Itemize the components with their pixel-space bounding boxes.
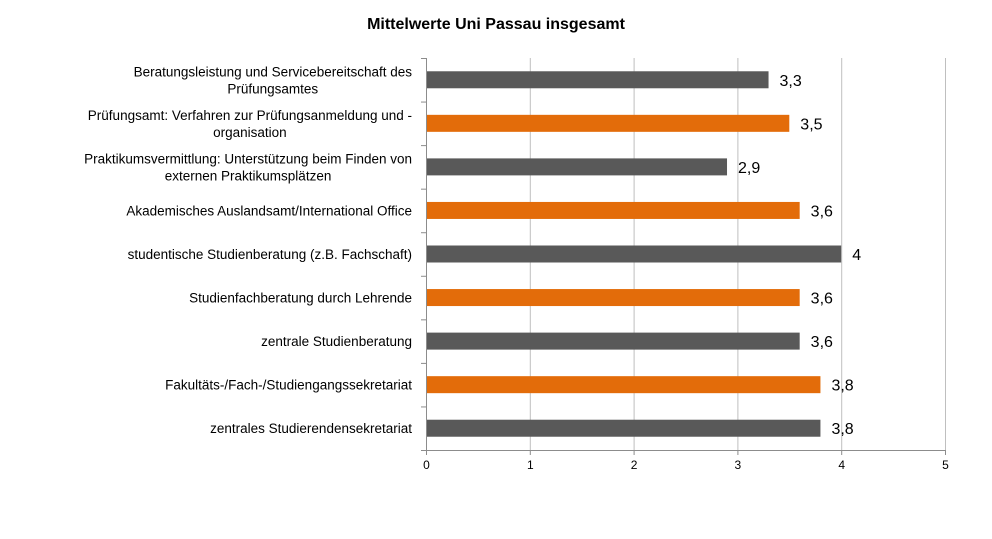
bar-1 <box>427 71 769 89</box>
bar-3 <box>427 158 728 176</box>
data-label-6: 3,6 <box>811 291 833 308</box>
bar-7 <box>427 332 800 350</box>
category-label-5: studentische Studienberatung (z.B. Fachs… <box>128 247 412 262</box>
x-tick-label-3: 3 <box>735 458 742 472</box>
category-label-line: zentrale Studienberatung <box>261 334 412 349</box>
x-tick-label-5: 5 <box>942 458 949 472</box>
category-label-line: Beratungsleistung und Servicebereitschaf… <box>134 64 413 79</box>
data-label-8: 3,8 <box>831 378 853 395</box>
category-label-line: studentische Studienberatung (z.B. Fachs… <box>128 247 412 262</box>
category-label-7: zentrale Studienberatung <box>261 334 412 349</box>
x-tick-label-4: 4 <box>838 458 845 472</box>
bar-6 <box>427 289 800 307</box>
category-label-line: Akademisches Auslandsamt/International O… <box>126 203 412 218</box>
bar-4 <box>427 201 800 219</box>
category-label-3: Praktikumsvermittlung: Unterstützung bei… <box>84 151 412 183</box>
category-label-line: Praktikumsvermittlung: Unterstützung bei… <box>84 151 412 166</box>
data-label-9: 3,8 <box>831 421 853 438</box>
bar-series: 3,3 3,5 2,9 3,6 4 3,6 3,6 3,8 3,8 <box>427 71 861 438</box>
x-tick-label-2: 2 <box>631 458 638 472</box>
category-label-line: Fakultäts-/Fach-/Studiengangssekretariat <box>165 378 412 393</box>
data-label-5: 4 <box>852 247 861 264</box>
category-label-8: Fakultäts-/Fach-/Studiengangssekretariat <box>165 378 412 393</box>
data-label-7: 3,6 <box>811 334 833 351</box>
data-label-3: 2,9 <box>738 160 760 177</box>
bar-9 <box>427 419 821 437</box>
category-label-line: Prüfungsamtes <box>227 81 318 96</box>
chart-title: Mittelwerte Uni Passau insgesamt <box>367 16 626 33</box>
category-label-9: zentrales Studierendensekretariat <box>210 421 412 436</box>
category-label-line: zentrales Studierendensekretariat <box>210 421 412 436</box>
category-label-line: organisation <box>213 125 287 140</box>
category-label-1: Beratungsleistung und Servicebereitschaf… <box>134 64 413 96</box>
data-label-2: 3,5 <box>800 116 822 133</box>
x-tick-label-1: 1 <box>527 458 534 472</box>
data-label-4: 3,6 <box>811 203 833 220</box>
category-label-4: Akademisches Auslandsamt/International O… <box>126 203 412 218</box>
category-label-6: Studienfachberatung durch Lehrende <box>189 291 412 306</box>
bar-8 <box>427 376 821 394</box>
bar-2 <box>427 114 790 132</box>
category-label-line: Studienfachberatung durch Lehrende <box>189 291 412 306</box>
category-label-2: Prüfungsamt: Verfahren zur Prüfungsanmel… <box>88 108 412 140</box>
bar-5 <box>427 245 842 263</box>
axes: 0 1 2 3 4 5 <box>421 58 949 472</box>
category-label-line: Prüfungsamt: Verfahren zur Prüfungsanmel… <box>88 108 412 123</box>
data-label-1: 3,3 <box>780 73 802 90</box>
x-tick-label-0: 0 <box>423 458 430 472</box>
category-labels: Beratungsleistung und Servicebereitschaf… <box>84 64 412 436</box>
category-label-line: externen Praktikumsplätzen <box>165 168 332 183</box>
